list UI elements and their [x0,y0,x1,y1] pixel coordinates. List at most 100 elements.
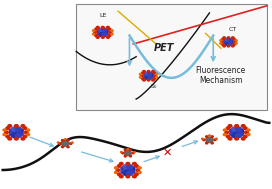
Circle shape [134,152,135,153]
Circle shape [238,129,243,133]
Circle shape [102,28,107,32]
Circle shape [152,79,154,81]
Circle shape [233,44,235,45]
Circle shape [228,38,232,41]
Circle shape [111,30,113,31]
Circle shape [230,132,236,136]
Circle shape [99,28,104,32]
Circle shape [102,33,107,36]
Circle shape [64,144,67,146]
Circle shape [118,165,121,167]
FancyBboxPatch shape [76,4,267,110]
Circle shape [238,132,243,136]
Circle shape [140,74,141,75]
Circle shape [120,152,122,153]
Circle shape [115,167,118,169]
Text: LE: LE [99,13,107,18]
Circle shape [148,77,152,79]
Circle shape [106,26,109,28]
Circle shape [97,30,102,33]
Circle shape [156,74,157,75]
Circle shape [241,137,245,140]
Circle shape [140,77,141,78]
Circle shape [236,127,242,131]
Circle shape [119,175,123,178]
Circle shape [223,37,225,39]
Circle shape [228,137,232,140]
Circle shape [226,135,230,138]
Circle shape [222,44,224,45]
Circle shape [111,33,113,35]
Circle shape [101,32,105,35]
Circle shape [209,135,210,136]
Circle shape [152,70,154,72]
Circle shape [132,152,134,154]
Circle shape [228,125,232,127]
Circle shape [149,75,153,78]
Circle shape [64,143,67,145]
Circle shape [10,132,15,136]
Circle shape [125,151,127,153]
Text: ✕: ✕ [163,148,172,158]
Circle shape [121,167,127,171]
Circle shape [123,171,129,175]
Circle shape [153,72,156,74]
Circle shape [129,149,131,151]
Circle shape [118,173,121,176]
Circle shape [206,136,208,137]
Circle shape [208,137,211,139]
Circle shape [236,133,242,138]
Circle shape [70,143,72,144]
Circle shape [228,43,232,45]
Text: CT: CT [228,27,236,32]
Circle shape [128,153,131,155]
Circle shape [126,151,129,153]
Circle shape [101,30,105,33]
Circle shape [245,131,248,134]
Circle shape [145,77,149,79]
Circle shape [225,38,229,41]
Circle shape [125,169,131,174]
Circle shape [66,143,69,146]
Circle shape [214,139,216,141]
Circle shape [23,135,27,138]
Circle shape [128,151,131,153]
Circle shape [106,36,109,38]
Circle shape [126,162,130,165]
Circle shape [10,129,15,133]
Circle shape [138,167,141,169]
Circle shape [15,133,21,138]
Circle shape [92,33,95,35]
Circle shape [8,137,12,140]
Circle shape [62,142,65,144]
Circle shape [227,37,230,39]
Circle shape [8,125,12,127]
Text: Fluorescence
Mechanism: Fluorescence Mechanism [196,66,246,85]
Circle shape [61,146,64,148]
Circle shape [235,137,239,140]
Circle shape [235,40,237,41]
Circle shape [141,78,144,79]
Circle shape [247,134,250,136]
Circle shape [235,125,239,127]
Circle shape [231,45,234,47]
Circle shape [101,26,104,28]
Circle shape [229,40,233,42]
Circle shape [224,41,228,44]
Circle shape [206,140,209,142]
Circle shape [232,127,238,131]
Circle shape [108,35,111,36]
Circle shape [3,129,6,131]
Circle shape [232,133,238,138]
Circle shape [149,73,153,76]
Circle shape [95,28,98,30]
Circle shape [14,137,18,140]
Circle shape [144,73,148,76]
Circle shape [223,134,226,136]
Circle shape [121,169,127,174]
Circle shape [223,129,226,131]
Circle shape [222,38,224,40]
Circle shape [208,140,211,143]
Circle shape [21,137,25,140]
Circle shape [126,175,130,178]
